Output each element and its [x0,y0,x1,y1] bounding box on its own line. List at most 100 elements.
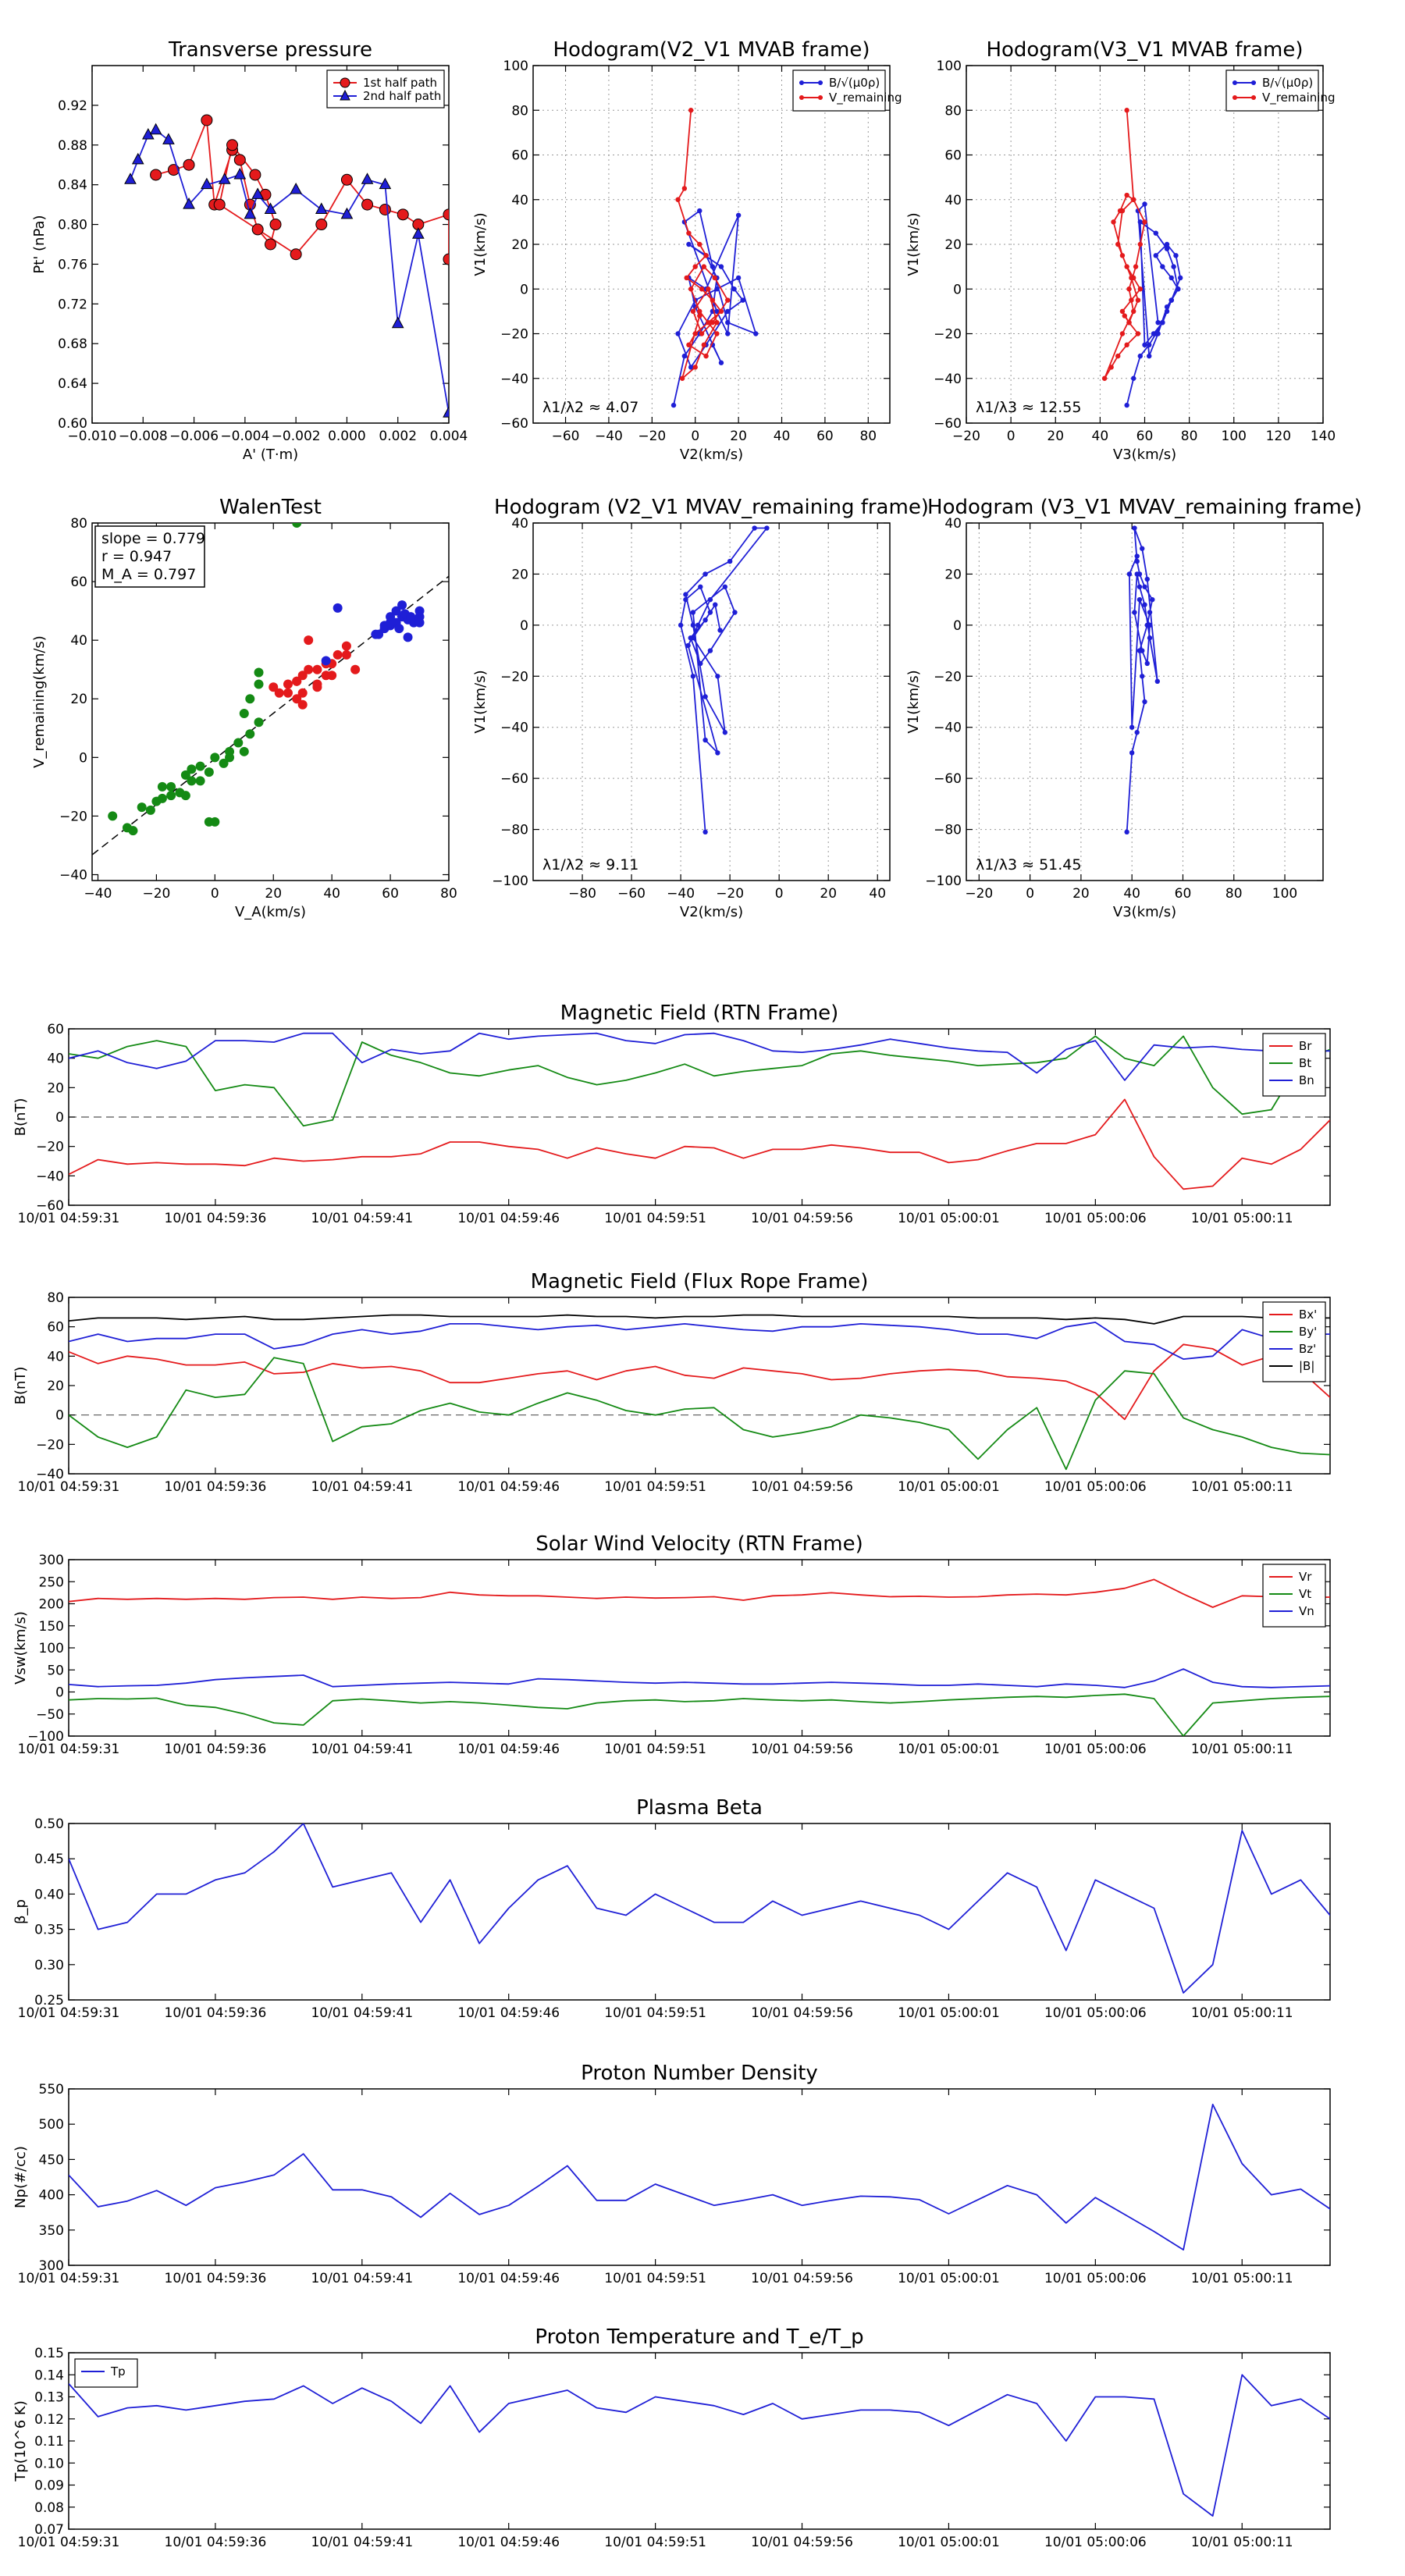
x-tick-label: 120 [1266,429,1291,444]
data-marker-dot [718,308,724,315]
y-tick-label: −40 [500,372,528,387]
scatter-point-red [283,688,293,698]
data-marker-dot [1173,253,1179,258]
data-marker-dot [707,610,713,615]
data-marker-dot [697,313,702,318]
data-marker-dot [683,592,688,597]
data-marker-dot [686,342,692,348]
panel-tp: Proton Temperature and T_e/T_p 0.07 0.08 0.… [12,2325,1331,2550]
data-marker-dot [688,365,694,370]
data-marker-dot [684,275,689,281]
data-marker-dot [1155,331,1161,336]
y-tick-label: 100 [937,59,962,74]
x-tick-label: 0 [211,886,219,902]
y-tick-label: 0.80 [58,218,87,233]
x-tick-label: 0.004 [430,429,468,444]
y-tick-label: 20 [47,1080,64,1096]
data-marker-dot [1134,571,1140,577]
x-tick-label: 10/01 04:59:31 [18,1211,120,1226]
x-tick-label: 10/01 04:59:36 [165,2535,267,2550]
x-tick-label: 10/01 05:00:01 [898,2271,1000,2286]
scatter-point-green [166,781,176,792]
data-marker-dot [678,622,684,628]
data-marker-dot [1129,724,1135,730]
series-line-by [69,1357,1330,1471]
x-tick-label: 10/01 04:59:41 [311,2271,413,2286]
chart-title: Magnetic Field (Flux Rope Frame) [531,1270,869,1293]
x-tick-label: 10/01 04:59:56 [751,1211,853,1226]
scatter-point-green [180,791,190,801]
x-tick-label: −20 [638,429,666,444]
y-axis-label: V1(km/s) [905,212,922,276]
x-tick-label: 10/01 04:59:46 [457,2535,560,2550]
data-marker-dot [1129,750,1135,756]
data-layer [69,1578,1330,1736]
legend-frame [1262,1564,1326,1628]
data-marker-dot [690,610,696,615]
series-line-np [69,2103,1330,2251]
data-marker-dot [1135,331,1141,336]
data-marker-dot [712,275,717,281]
data-marker-circle [340,173,353,186]
x-axis-label: V_A(km/s) [235,904,306,920]
y-tick-label: 0.76 [58,257,87,272]
scatter-point-green [157,793,167,803]
panel-hodo_v2_mvab: Hodogram(V2_V1 MVAB frame) −60 −40 −20 0 20 40… [472,38,902,463]
data-marker-dot [1133,264,1139,269]
x-axis-label: A' (T·m) [243,447,298,463]
legend-label: Tp [110,2364,126,2379]
y-tick-label: 80 [511,103,528,119]
legend-label: By' [1299,1325,1317,1339]
data-marker-triangle [201,177,213,190]
axes-frame [68,2088,1331,2266]
data-marker-dot [1147,622,1153,628]
data-marker-circle [226,139,239,151]
y-axis-label: B(nT) [12,1367,29,1405]
x-tick-label: 10/01 05:00:11 [1191,1479,1293,1495]
x-tick-label: 10/01 05:00:01 [898,1742,1000,1757]
data-marker-dot [703,253,709,258]
y-tick-label: 0.68 [58,336,87,352]
x-tick-label: 20 [1047,429,1064,444]
data-marker-dot [1147,342,1152,348]
x-tick-label: −60 [617,886,646,902]
data-marker-dot [1115,241,1121,247]
scatter-point-red [312,664,322,674]
scatter-point-green [245,694,255,704]
legend-label: Bn [1299,1073,1314,1087]
data-marker-triangle [251,187,265,199]
data-marker-dot [1176,286,1181,292]
scatter-point-blue [414,617,425,628]
x-tick-label: 10/01 04:59:56 [751,1742,853,1757]
x-tick-label: 10/01 04:59:51 [604,2005,706,2021]
panel-hodo_v3_mvab: Hodogram(V3_V1 MVAB frame) −60 −40 −20 0 20 40… [905,38,1336,463]
panel-mag_fr: Magnetic Field (Flux Rope Frame) −40 −20 0 2… [12,1270,1331,1495]
y-tick-label: −40 [500,720,528,736]
data-marker-circle [251,223,264,236]
scatter-point-blue [391,606,401,616]
scatter-point-green [204,767,214,777]
y-tick-label: 0.13 [34,2390,64,2406]
x-tick-label: 60 [1175,886,1192,902]
data-marker-dot [725,308,731,315]
x-tick-label: −20 [952,429,980,444]
data-marker-dot [1164,241,1170,247]
y-tick-label: 60 [70,575,87,590]
x-tick-label: 0 [1026,886,1034,902]
data-marker-dot [692,365,698,370]
legend-swatch-dot [818,95,823,100]
data-layer [69,2103,1330,2251]
legend-frame [792,69,886,112]
data-layer [124,114,449,418]
eigenvalue-ratio-annotation: λ1/λ2 ≈ 9.11 [542,856,638,873]
legend-label: Bz' [1299,1342,1316,1356]
y-tick-label: −40 [934,372,962,387]
stats-box-frame [94,525,205,588]
scatter-point-red [350,664,361,674]
series-line-b [69,1314,1330,1325]
chart-title: Proton Number Density [581,2062,818,2085]
chart-title: Hodogram(V3_V1 MVAB frame) [986,38,1303,62]
x-tick-label: 10/01 04:59:41 [311,1479,413,1495]
data-marker-dot [685,642,691,649]
